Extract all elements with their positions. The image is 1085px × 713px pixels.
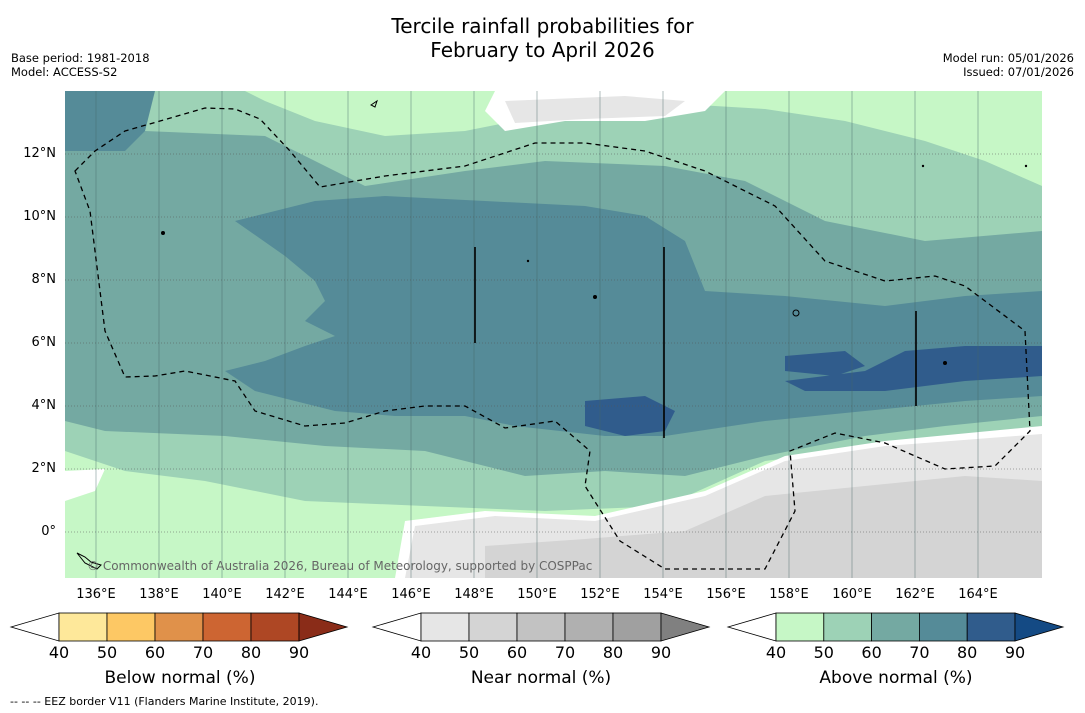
lon-label-140e: 140°E [202,587,242,602]
colorbars [9,612,1065,642]
colorbar-tick-label: 90 [650,643,672,662]
lat-label-4n: 4°N [31,398,57,413]
lon-label-158e: 158°E [769,587,809,602]
colorbar-tick-label: 40 [765,643,787,662]
lon-label-162e: 162°E [895,587,935,602]
lat-label-0: 0° [41,524,56,539]
colorbar-tick-label: 80 [957,643,978,662]
run-info: Model run: 05/01/2026 Issued: 07/01/2026 [943,51,1074,79]
credit-text: © Commonwealth of Australia 2026, Bureau… [87,559,592,573]
near-normal-title: Near normal (%) [470,668,612,688]
lon-label-142e: 142°E [265,587,305,602]
colorbar-tick-label: 60 [861,643,882,662]
colorbar-extend-low [371,612,422,642]
colorbar-tick-label: 90 [288,643,310,662]
lat-label-8n: 8°N [31,272,57,287]
region-above-40-north [245,91,1042,186]
lon-label-148e: 148°E [454,587,494,602]
colorbar-tick-label: 70 [554,643,576,662]
lon-label-146e: 146°E [391,587,431,602]
lon-label-138e: 138°E [139,587,179,602]
colorbar-near-normal [371,612,711,642]
lon-label-150e: 150°E [517,587,557,602]
colorbar-tick-label: 90 [1004,643,1026,662]
colorbar-extend-high [660,612,711,642]
colorbar-segment [58,612,108,642]
region-above-70 [65,91,1042,436]
colorbar-extend-low [9,612,60,642]
colorbar-segment [966,612,1016,642]
model-name: Model: ACCESS-S2 [11,65,118,79]
region-near-north-grey [505,96,685,123]
map-title: Tercile rainfall probabilities for Febru… [0,14,1085,62]
model-run: Model run: 05/01/2026 [942,51,1074,65]
title-line-2: February to April 2026 [430,38,655,62]
island-dots [161,164,1028,365]
colorbar-extend-high [298,612,349,642]
issued-date: Issued: 07/01/2026 [963,65,1074,79]
colorbar-segment [106,612,156,642]
lat-label-6n: 6°N [31,335,57,350]
below-normal-title: Below normal (%) [104,668,256,688]
lon-label-152e: 152°E [580,587,620,602]
lon-label-156e: 156°E [706,587,746,602]
model-info: Base period: 1981-2018 Model: ACCESS-S2 [11,51,150,79]
lon-label-136e: 136°E [76,587,116,602]
colorbar-tick-label: 40 [410,643,432,662]
lat-label-12n: 12°N [23,146,56,161]
rainfall-map: © Commonwealth of Australia 2026, Bureau… [65,91,1042,578]
colorbar-segment [154,612,204,642]
islands [76,99,800,570]
colorbar-segment [612,612,662,642]
base-period: Base period: 1981-2018 [11,51,150,65]
colorbar-segment [250,612,300,642]
colorbar-tick-label: 50 [813,643,834,662]
lat-label-10n: 10°N [23,209,56,224]
colorbar-tick-label: 40 [48,643,70,662]
colorbar-segment [468,612,518,642]
colorbar-below-normal [9,612,349,642]
colorbar-tick-label: 50 [458,643,480,662]
colorbar-extend-high [1014,612,1065,642]
colorbar-tick-label: 80 [602,643,624,662]
colorbar-tick-label: 70 [909,643,930,662]
colorbar-segment [420,612,470,642]
colorbar-segment [871,612,920,642]
boundary-lines [474,247,917,438]
above-normal-title: Above normal (%) [819,668,973,688]
lon-label-160e: 160°E [832,587,872,602]
colorbar-segment [919,612,968,642]
colorbar-tick-label: 60 [506,643,528,662]
colorbar-tick-label: 70 [192,643,214,662]
title-line-1: Tercile rainfall probabilities for [391,14,694,38]
region-near-south-grey2 [485,476,1042,578]
colorbar-segment [202,612,252,642]
lon-label-154e: 154°E [643,587,683,602]
footnote: -- -- -- EEZ border V11 (Flanders Marine… [10,695,319,708]
colorbar-segment [516,612,566,642]
colorbar-segment [564,612,614,642]
lon-label-144e: 144°E [328,587,368,602]
lat-gridlines [65,153,1042,533]
lat-label-2n: 2°N [31,461,57,476]
lon-label-164e: 164°E [958,587,998,602]
colorbar-segment [823,612,872,642]
colorbar-above-normal [726,612,1065,642]
eez-border [74,107,1031,570]
colorbar-extend-low [726,612,777,642]
region-above-80 [585,346,1042,436]
colorbar-tick-label: 50 [96,643,118,662]
colorbar-segment [775,612,825,642]
colorbar-tick-label: 60 [144,643,166,662]
colorbar-tick-label: 80 [240,643,262,662]
